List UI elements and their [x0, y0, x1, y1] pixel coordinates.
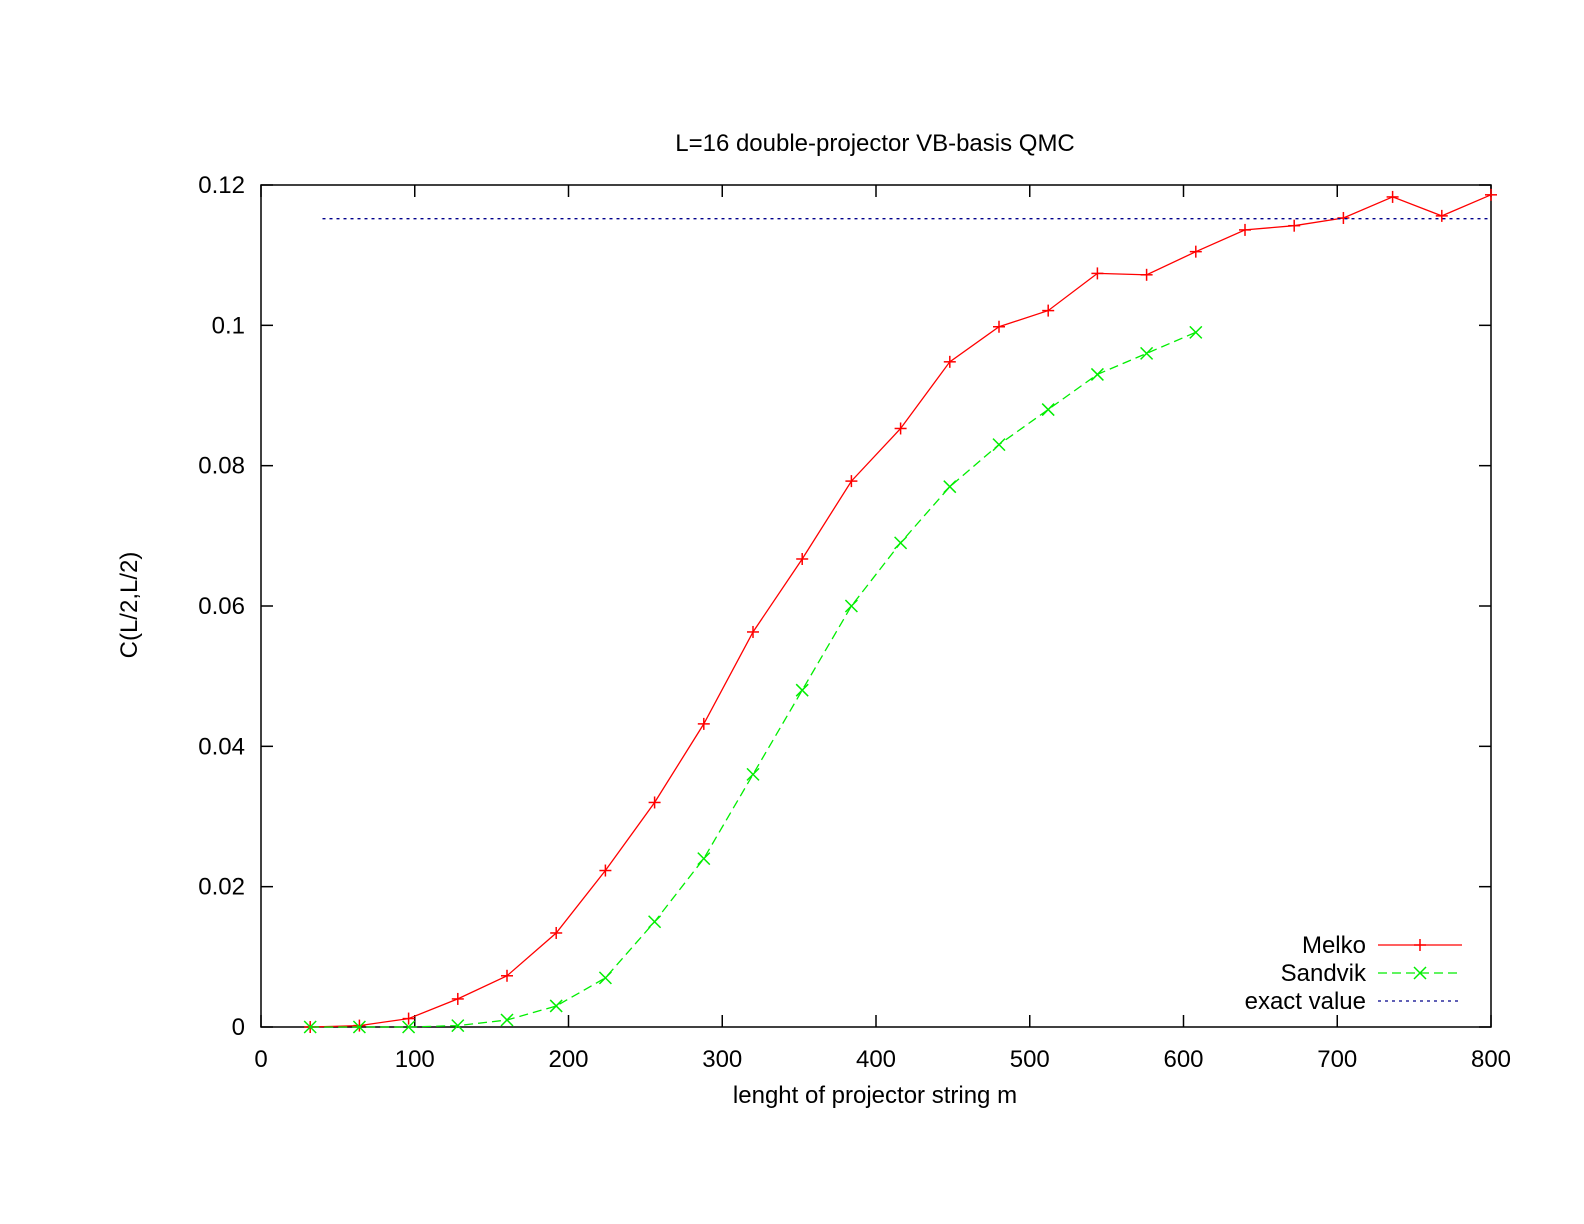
x-tick-label: 200	[548, 1046, 588, 1073]
data-point-d2	[598, 971, 612, 985]
data-point-d2	[894, 536, 908, 550]
chart-title: L=16 double-projector VB-basis QMC	[675, 130, 1075, 157]
y-axis-label: C(L/2,L/2)	[116, 552, 143, 659]
legend-label: Sandvik	[1281, 960, 1367, 987]
data-point-d2	[1041, 403, 1055, 417]
y-tick-label: 0.1	[212, 312, 245, 339]
data-point-d2	[549, 999, 563, 1013]
legend-label: exact value	[1245, 988, 1366, 1015]
x-tick-label: 400	[856, 1046, 896, 1073]
y-tick-label: 0.04	[198, 733, 245, 760]
data-point-d2	[943, 480, 957, 494]
x-tick-label: 100	[395, 1046, 435, 1073]
y-tick-label: 0	[232, 1014, 245, 1041]
y-tick-label: 0.08	[198, 453, 245, 480]
axes-layer: 0 100 200 300 400 500 600 700 800 0 0.02 0.04 0.06 0.…	[198, 172, 1511, 1073]
y-tick-label: 0.12	[198, 172, 245, 199]
plot-frame	[260, 184, 1492, 1028]
data-point-d2	[402, 1020, 416, 1034]
x-tick-label: 800	[1471, 1046, 1511, 1073]
data-point-d2	[746, 767, 760, 781]
x-tick-label: 500	[1010, 1046, 1050, 1073]
y-tick-label: 0.02	[198, 874, 245, 901]
x-tick-label: 0	[254, 1046, 267, 1073]
legend-marker-d2	[1413, 966, 1427, 980]
x-tick-label: 700	[1317, 1046, 1357, 1073]
y-tick-label: 0.06	[198, 593, 245, 620]
data-point-d2	[992, 438, 1006, 452]
x-tick-label: 300	[702, 1046, 742, 1073]
data-point-d2	[303, 1020, 317, 1034]
series-sandvik	[303, 325, 1203, 1034]
data-point-d2	[648, 915, 662, 929]
data-point-d2	[1140, 346, 1154, 360]
data-point-d2	[795, 683, 809, 697]
series-melko	[304, 188, 1497, 1033]
x-axis-label: lenght of projector string m	[733, 1082, 1017, 1109]
data-point-d2	[500, 1013, 514, 1027]
data-point-d2	[1189, 325, 1203, 339]
series-layer	[303, 188, 1497, 1034]
legend-label: Melko	[1302, 932, 1366, 959]
series-line	[310, 331, 1197, 1028]
data-point-d2	[844, 599, 858, 613]
data-point-d2	[451, 1019, 465, 1033]
data-point-d2	[697, 852, 711, 866]
x-tick-label: 600	[1163, 1046, 1203, 1073]
data-point-d2	[352, 1020, 366, 1034]
series-line	[310, 194, 1492, 1028]
data-point-d2	[1090, 367, 1104, 381]
